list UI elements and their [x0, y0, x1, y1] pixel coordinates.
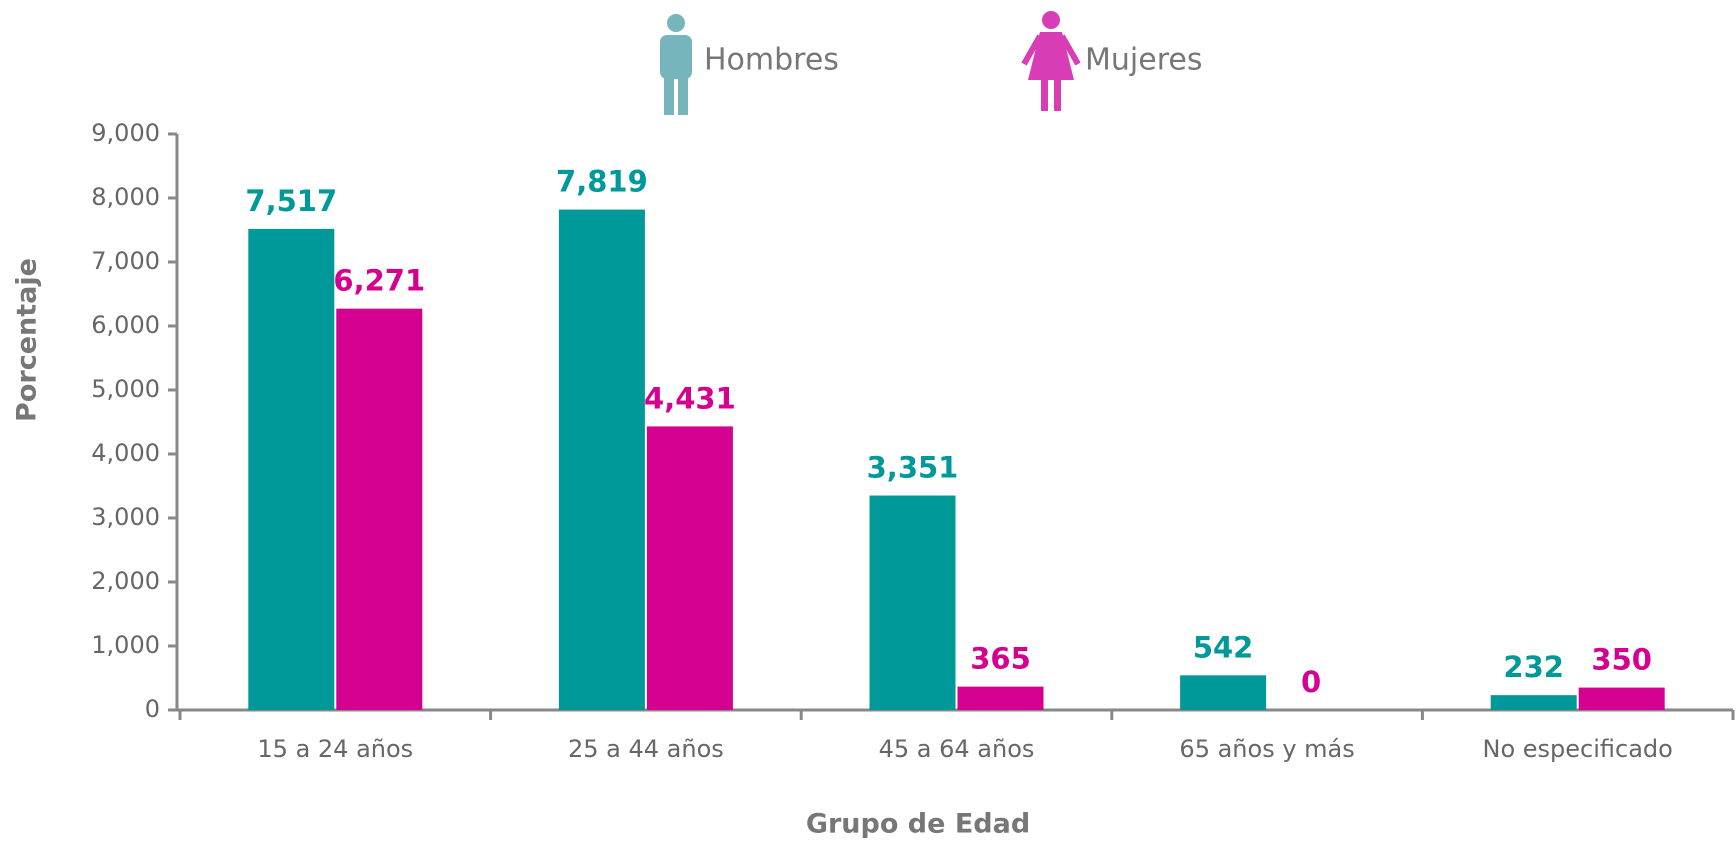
x-axis-title: Grupo de Edad: [806, 809, 1030, 840]
legend-icon-women: [1021, 11, 1081, 111]
legend-label: Hombres: [704, 43, 839, 78]
bar: [957, 686, 1044, 710]
bar: [336, 308, 423, 710]
bar: [1490, 695, 1577, 710]
y-tick-label: 4,000: [91, 439, 160, 467]
y-tick-label: 7,000: [91, 247, 160, 275]
value-label: 6,271: [333, 264, 425, 298]
value-label: 3,351: [867, 451, 959, 485]
y-axis-title: Porcentaje: [12, 258, 43, 422]
bar: [558, 209, 645, 711]
bar: [1180, 675, 1267, 710]
bar: [248, 228, 335, 711]
x-tick-label: 45 a 64 años: [879, 735, 1035, 763]
y-tick-label: 1,000: [91, 631, 160, 659]
y-tick-label: 9,000: [91, 119, 160, 147]
value-label: 0: [1301, 665, 1321, 699]
legend-icon-men: [660, 14, 692, 115]
bar: [1578, 687, 1665, 710]
y-tick-label: 0: [145, 695, 160, 723]
y-tick-label: 6,000: [91, 311, 160, 339]
legend-label: Mujeres: [1085, 43, 1202, 78]
value-label: 232: [1503, 650, 1564, 684]
x-tick-label: 15 a 24 años: [257, 735, 413, 763]
value-label: 7,819: [556, 165, 648, 199]
bar: [646, 426, 733, 710]
bar: [869, 495, 956, 710]
y-tick-label: 2,000: [91, 567, 160, 595]
value-label: 365: [970, 642, 1031, 676]
y-tick-label: 3,000: [91, 503, 160, 531]
value-label: 542: [1193, 630, 1254, 664]
value-label: 7,517: [245, 184, 337, 218]
x-tick-label: 65 años y más: [1179, 735, 1354, 763]
value-label: 350: [1591, 643, 1652, 677]
x-tick-label: No especificado: [1483, 735, 1673, 763]
value-label: 4,431: [644, 381, 736, 415]
y-tick-label: 5,000: [91, 375, 160, 403]
x-tick-label: 25 a 44 años: [568, 735, 724, 763]
y-tick-label: 8,000: [91, 183, 160, 211]
